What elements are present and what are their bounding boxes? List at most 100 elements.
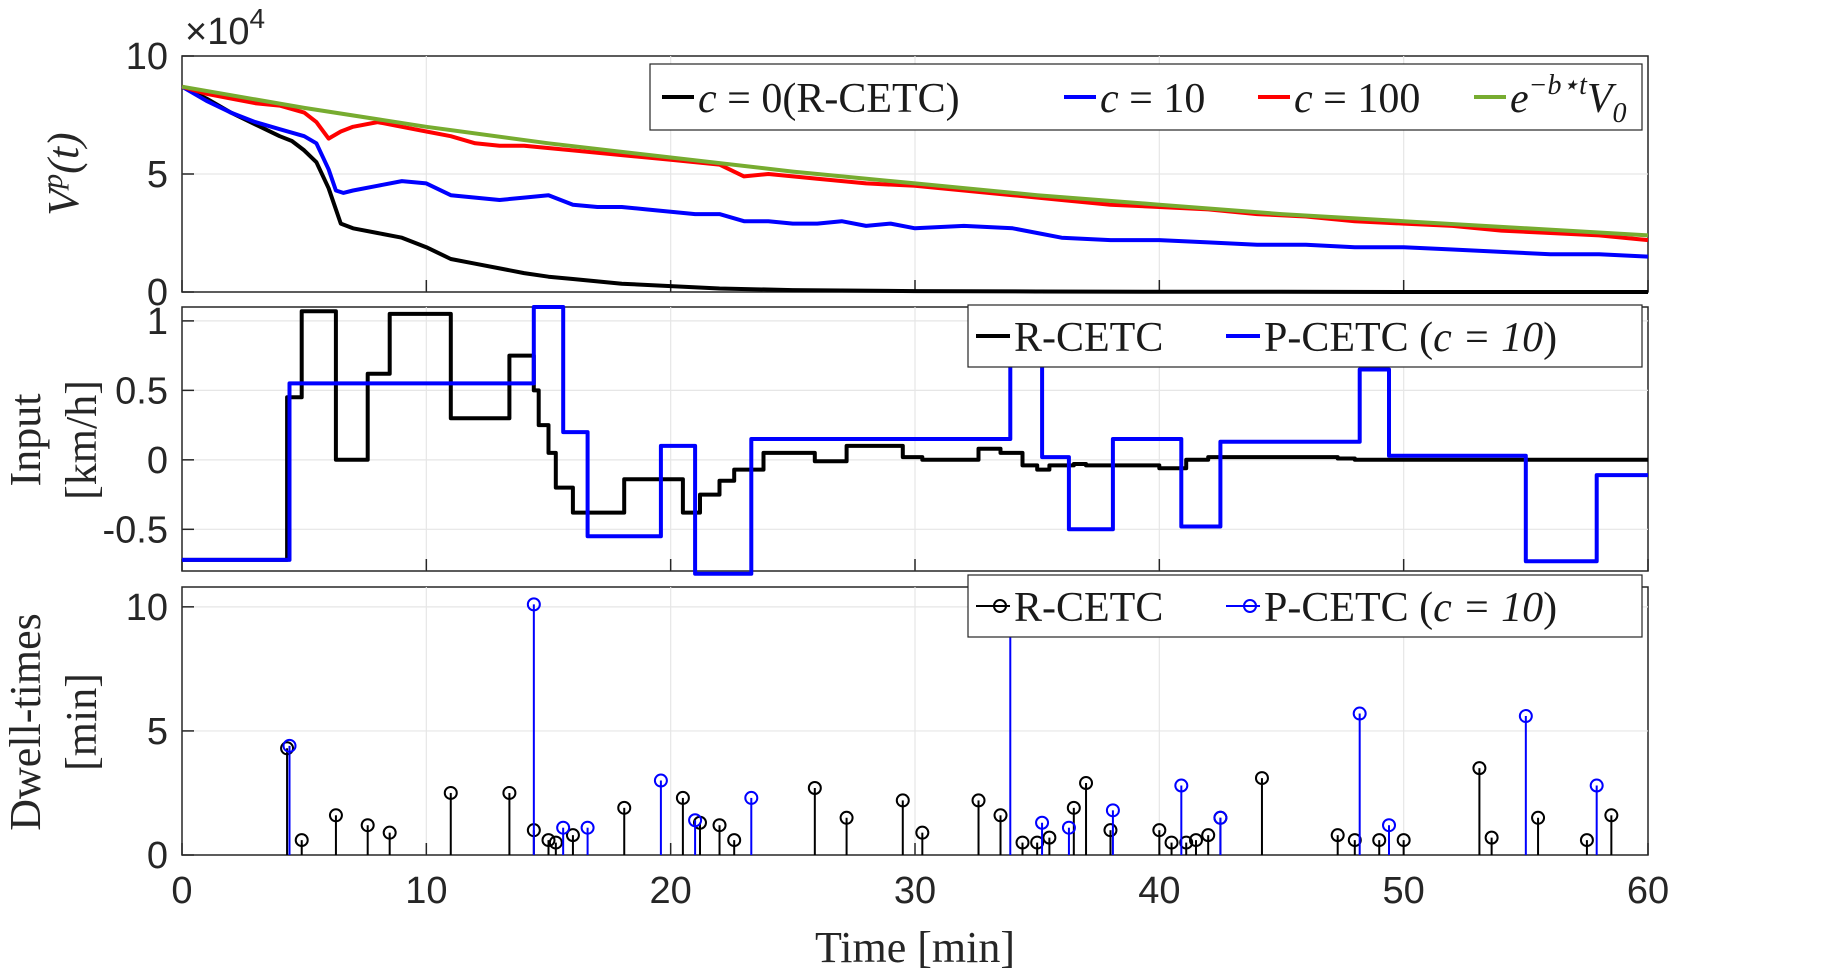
x-tick-label-0: 0 (171, 870, 192, 912)
stem-marker-0-12 (675, 790, 690, 805)
legend-label-pcetc: P-CETC (c = 10) (1264, 315, 1557, 361)
stem-marker-0-1 (294, 833, 309, 848)
series-line-0-3 (181, 84, 1649, 238)
x-tick-label-10: 10 (405, 870, 447, 912)
x-tick-label-40: 40 (1138, 870, 1180, 912)
x-tick-label-30: 30 (894, 870, 936, 912)
legend-label-c0: c = 0(R-CETC) (698, 76, 960, 122)
series-line-0-1 (180, 84, 1649, 259)
stem-marker-0-31 (1188, 833, 1203, 848)
stem-marker-0-10 (565, 828, 580, 843)
x-tick-label-60: 60 (1627, 870, 1669, 912)
series-line-0-0 (181, 84, 1648, 294)
legend-label-c100: c = 100 (1294, 76, 1420, 122)
series-line-1-1 (182, 305, 1648, 576)
legend-label-rcetc-dwell: R-CETC (1014, 585, 1163, 631)
panel-2-y-tick-label-0: 0 (147, 835, 168, 877)
panel-1-y-tick-label-0.5: 0.5 (115, 370, 168, 412)
stem-marker-1-13 (1352, 706, 1367, 721)
stem-marker-0-4 (382, 825, 397, 840)
stem-marker-0-6 (502, 785, 517, 800)
stem-marker-0-3 (360, 818, 375, 833)
middle-legend: R-CETC P-CETC (c = 10) (967, 304, 1643, 368)
stem-marker-1-12 (1213, 810, 1228, 825)
stem-marker-0-27 (1103, 823, 1118, 838)
stem-marker-0-39 (1472, 761, 1487, 776)
panel-2-y-tick-label-10: 10 (126, 587, 168, 629)
legend-label-bound: e−b⋆tV0 (1510, 70, 1627, 129)
panel-0-y-tick-label-5: 5 (147, 154, 168, 196)
stem-marker-0-36 (1347, 833, 1362, 848)
panel-0-y-tick-label-0: 0 (147, 272, 168, 314)
bottom-legend-box (967, 574, 1643, 638)
bottom-legend: R-CETC P-CETC (c = 10) (967, 574, 1643, 638)
legend-label-pcetc-dwell: P-CETC (c = 10) (1264, 585, 1557, 631)
middle-panel: -0.5 0 0.5 1 Input [km/h] R-CETC P-CETC (c … (1, 301, 1649, 576)
stem-marker-1-10 (1105, 803, 1120, 818)
panel-1-y-tick-label--0.5: -0.5 (103, 509, 168, 551)
stem-marker-0-22 (1015, 835, 1030, 850)
top-legend: c = 0(R-CETC) c = 10 c = 100 e−b⋆tV0 (649, 63, 1643, 131)
legend-label-rcetc: R-CETC (1014, 315, 1163, 361)
stem-marker-0-19 (915, 825, 930, 840)
stem-marker-0-24 (1042, 830, 1057, 845)
stem-marker-0-17 (839, 810, 854, 825)
stem-marker-0-16 (807, 781, 822, 795)
stem-marker-1-8 (1035, 815, 1050, 830)
stem-marker-0-18 (895, 793, 910, 808)
stem-marker-1-2 (556, 820, 571, 835)
stem-marker-0-5 (443, 785, 458, 800)
legend-label-c10: c = 10 (1100, 76, 1205, 122)
x-axis-label: Time [min] (815, 923, 1015, 969)
x-tick-label-20: 20 (650, 870, 692, 912)
middle-y-label-line2: [km/h] (57, 380, 106, 500)
bottom-panel: 0 10 20 30 40 50 60 0 5 10 Dwell-times [min] Time… (1, 574, 1669, 969)
stem-marker-1-0 (282, 738, 297, 753)
stem-marker-0-9 (548, 835, 563, 850)
x-tick-label-50: 50 (1383, 870, 1425, 912)
stem-marker-1-14 (1382, 818, 1397, 833)
stem-marker-0-14 (712, 818, 727, 833)
stem-marker-0-8 (541, 833, 556, 848)
stem-marker-0-20 (971, 793, 986, 808)
stem-marker-0-26 (1079, 776, 1094, 791)
stem-marker-0-21 (993, 808, 1008, 823)
stem-marker-0-35 (1330, 828, 1345, 843)
series-line-1-0 (182, 309, 1648, 562)
stem-marker-0-11 (617, 800, 632, 815)
stem-marker-0-23 (1030, 835, 1045, 850)
stem-marker-1-11 (1174, 778, 1189, 793)
top-y-label: Vp(t) (36, 132, 88, 215)
panel-1-y-tick-label-0: 0 (147, 440, 168, 482)
panel-0-y-tick-label-10: 10 (126, 36, 168, 78)
stem-marker-0-15 (727, 833, 742, 848)
stem-marker-0-25 (1066, 800, 1081, 815)
stem-marker-0-34 (1254, 771, 1269, 786)
bottom-y-label-line1: Dwell-times (1, 613, 50, 831)
middle-legend-box (967, 304, 1643, 368)
stem-marker-0-37 (1372, 833, 1387, 848)
top-panel: 0 5 10 ×104 Vp(t) c = 0(R-CETC) c = 10 c =… (36, 3, 1649, 314)
bottom-y-label-line2: [min] (57, 673, 106, 771)
stem-marker-0-28 (1152, 823, 1167, 838)
panel-1-y-tick-label-1: 1 (147, 301, 168, 343)
stem-marker-0-41 (1531, 810, 1546, 825)
middle-y-label-line1: Input (1, 394, 50, 487)
stem-marker-0-40 (1484, 830, 1499, 845)
stem-marker-1-5 (688, 813, 703, 828)
stem-marker-1-6 (744, 790, 759, 805)
stem-marker-1-15 (1518, 709, 1533, 724)
panel-2-y-tick-label-5: 5 (147, 711, 168, 753)
legend-marker-rcetc (993, 599, 1007, 613)
stem-marker-0-30 (1179, 835, 1194, 850)
stem-marker-0-42 (1579, 833, 1594, 848)
stem-marker-0-2 (328, 808, 343, 823)
stem-marker-0-38 (1396, 833, 1411, 848)
stem-marker-0-29 (1164, 835, 1179, 850)
legend-marker-pcetc (1243, 599, 1257, 613)
top-exponent-label: ×104 (185, 3, 265, 53)
stem-marker-1-1 (526, 597, 541, 612)
stem-marker-1-4 (653, 773, 668, 788)
stem-marker-1-9 (1061, 820, 1076, 835)
